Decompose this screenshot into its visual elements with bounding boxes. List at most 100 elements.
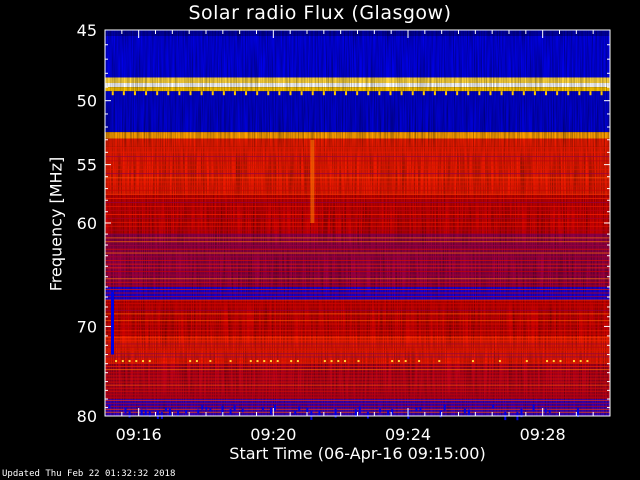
blue-fleck (439, 410, 442, 418)
periodic-tick (400, 91, 403, 96)
periodic-tick (600, 91, 603, 96)
striation (105, 356, 610, 358)
striation (105, 201, 610, 203)
blue-fleck (164, 407, 167, 412)
striation (105, 309, 610, 311)
striation (105, 384, 610, 386)
blue-fleck (205, 406, 208, 410)
striation (105, 381, 610, 383)
striation (105, 274, 610, 276)
striation (105, 281, 610, 283)
periodic-tick (122, 91, 125, 96)
bright-dash (559, 360, 562, 363)
periodic-tick (356, 91, 359, 96)
periodic-tick (256, 91, 259, 96)
periodic-tick (222, 91, 225, 96)
striation (105, 369, 610, 371)
periodic-tick (333, 91, 336, 96)
y-tick-label-45: 45 (77, 21, 97, 40)
x-axis: 09:16 09:20 09:24 09:28 (116, 30, 594, 444)
x-tick-label-2: 09:24 (385, 425, 431, 444)
blue-fleck (229, 408, 232, 415)
blue-fleck (241, 408, 244, 413)
burst-streak (310, 139, 315, 223)
periodic-tick (378, 91, 381, 96)
striation (105, 288, 610, 290)
spectrogram-features (105, 91, 610, 421)
striation (105, 177, 610, 179)
striation (105, 299, 610, 301)
striation (105, 197, 610, 199)
periodic-tick (300, 91, 303, 96)
y-tick-label-70: 70 (77, 317, 97, 336)
blue-fleck (358, 406, 361, 413)
periodic-tick (533, 91, 536, 96)
blue-fleck (306, 408, 309, 413)
bright-dash (586, 360, 589, 363)
striation (105, 213, 610, 215)
periodic-tick (456, 91, 459, 96)
striation (105, 168, 610, 170)
periodic-tick (145, 91, 148, 96)
blue-fleck (185, 409, 188, 414)
bright-dash (438, 360, 441, 363)
blue-fleck (269, 407, 272, 415)
striation (105, 147, 610, 149)
bright-dash (263, 360, 266, 363)
periodic-tick (489, 91, 492, 96)
striation (105, 244, 610, 246)
blue-fleck (209, 408, 212, 412)
blue-fleck (419, 406, 422, 412)
blue-fleck (140, 409, 143, 416)
edge-artefact (111, 292, 114, 355)
striation (105, 372, 610, 374)
striation (105, 320, 610, 322)
striation (105, 365, 610, 367)
blue-fleck (415, 407, 418, 412)
striation (105, 353, 610, 355)
striation (105, 405, 610, 407)
striation (105, 343, 610, 345)
bright-dash (269, 360, 272, 363)
blue-fleck (577, 408, 580, 418)
periodic-tick (433, 91, 436, 96)
striation (105, 296, 610, 298)
periodic-tick (500, 91, 503, 96)
bright-dash (572, 360, 575, 363)
striation (105, 229, 610, 231)
periodic-tick (133, 91, 136, 96)
blue-fleck (128, 411, 131, 418)
periodic-tick (522, 91, 525, 96)
striation (105, 185, 610, 187)
blue-fleck (548, 409, 551, 413)
periodic-tick (211, 91, 214, 96)
striation (105, 387, 610, 389)
y-tick-label-50: 50 (77, 92, 97, 111)
periodic-tick (345, 91, 348, 96)
bright-dash (579, 360, 582, 363)
bright-dash (498, 360, 501, 363)
striation (105, 256, 610, 258)
blue-fleck (124, 407, 127, 413)
striation (105, 396, 610, 398)
periodic-tick (111, 91, 114, 96)
striation (105, 193, 610, 195)
bright-dash (296, 360, 299, 363)
bright-dash (290, 360, 293, 363)
bright-dash (276, 360, 279, 363)
periodic-tick (422, 91, 425, 96)
periodic-tick (467, 91, 470, 96)
striation (105, 393, 610, 395)
striation (105, 390, 610, 392)
striation (105, 241, 610, 243)
striation (105, 270, 610, 272)
periodic-tick (311, 91, 314, 96)
striation (105, 225, 610, 227)
periodic-tick (367, 91, 370, 96)
x-axis-label: Start Time (06-Apr-16 09:15:00) (229, 444, 486, 463)
blue-fleck (144, 409, 147, 416)
periodic-tick (200, 91, 203, 96)
bright-dash (418, 360, 421, 363)
blue-fleck (492, 404, 495, 409)
